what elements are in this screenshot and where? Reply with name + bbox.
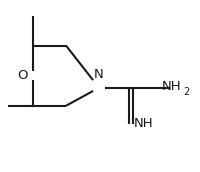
Text: O: O bbox=[17, 69, 28, 82]
Text: NH: NH bbox=[162, 79, 182, 93]
Text: NH: NH bbox=[134, 117, 154, 130]
Text: 2: 2 bbox=[183, 87, 190, 97]
Text: N: N bbox=[94, 68, 104, 81]
